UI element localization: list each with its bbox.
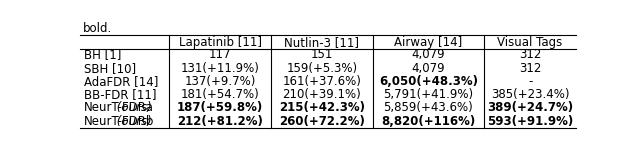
Text: Nutlin-3 [11]: Nutlin-3 [11] (284, 36, 359, 49)
Text: 187(+59.8%): 187(+59.8%) (177, 101, 263, 114)
Text: 312: 312 (519, 62, 541, 75)
Text: 389(+24.7%): 389(+24.7%) (487, 101, 573, 114)
Text: 151: 151 (310, 48, 333, 61)
Text: Visual Tags: Visual Tags (497, 36, 563, 49)
Text: Lapatinib [11]: Lapatinib [11] (179, 36, 262, 49)
Text: (ours): (ours) (113, 101, 152, 114)
Text: 593(+91.9%): 593(+91.9%) (487, 115, 573, 128)
Text: -: - (528, 75, 532, 88)
Text: bold.: bold. (83, 22, 112, 35)
Text: 4,079: 4,079 (412, 48, 445, 61)
Text: 159(+5.3%): 159(+5.3%) (286, 62, 357, 75)
Text: 215(+42.3%): 215(+42.3%) (279, 101, 365, 114)
Text: 312: 312 (519, 48, 541, 61)
Text: SBH [10]: SBH [10] (84, 62, 136, 75)
Text: 161(+37.6%): 161(+37.6%) (282, 75, 361, 88)
Text: BH [1]: BH [1] (84, 48, 122, 61)
Text: 6,050(+48.3%): 6,050(+48.3%) (379, 75, 478, 88)
Text: 117: 117 (209, 48, 232, 61)
Text: Airway [14]: Airway [14] (394, 36, 463, 49)
Text: 210(+39.1%): 210(+39.1%) (282, 88, 361, 101)
Text: AdaFDR [14]: AdaFDR [14] (84, 75, 158, 88)
Text: BB-FDR [11]: BB-FDR [11] (84, 88, 156, 101)
Text: 385(+23.4%): 385(+23.4%) (491, 88, 570, 101)
Text: NeurT-FDRa: NeurT-FDRa (84, 101, 154, 114)
Text: 181(+54.7%): 181(+54.7%) (180, 88, 259, 101)
Text: 137(+9.7%): 137(+9.7%) (184, 75, 256, 88)
Text: NeurT-FDRb: NeurT-FDRb (84, 115, 154, 128)
Text: 5,791(+41.9%): 5,791(+41.9%) (383, 88, 474, 101)
Text: 8,820(+116%): 8,820(+116%) (381, 115, 476, 128)
Text: 5,859(+43.6%): 5,859(+43.6%) (383, 101, 474, 114)
Text: 260(+72.2%): 260(+72.2%) (279, 115, 365, 128)
Text: 131(+11.9%): 131(+11.9%) (180, 62, 260, 75)
Text: 4,079: 4,079 (412, 62, 445, 75)
Text: (ours): (ours) (113, 115, 152, 128)
Text: 212(+81.2%): 212(+81.2%) (177, 115, 263, 128)
